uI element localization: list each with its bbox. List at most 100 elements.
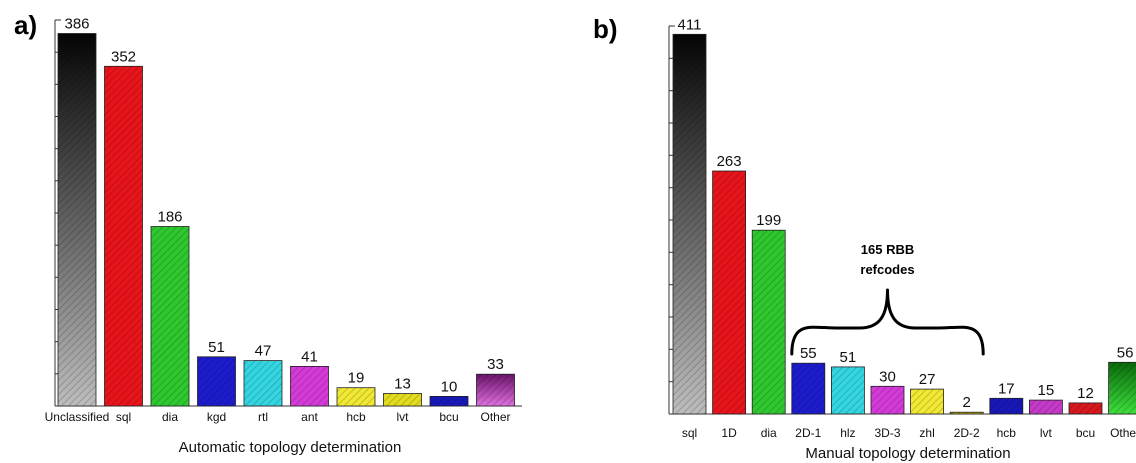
bar-hatch <box>1108 362 1136 414</box>
bar-hatch <box>197 356 236 406</box>
bar-hatch <box>712 171 746 414</box>
curly-brace-icon <box>790 288 985 356</box>
bar-hatch <box>791 363 825 414</box>
category-label: hcb <box>997 426 1017 440</box>
bar-hatch <box>58 33 96 406</box>
bar-group-sql: 352 sql <box>104 48 143 424</box>
category-label: sql <box>116 410 131 424</box>
category-label: dia <box>761 426 777 440</box>
category-label: hcb <box>346 410 366 424</box>
value-label: 15 <box>1038 382 1055 399</box>
bar-group-rtl: 47 rtl <box>243 343 283 424</box>
category-label: sql <box>682 426 697 440</box>
value-label: 352 <box>111 48 136 65</box>
category-label: 3D-3 <box>874 426 900 440</box>
category-label: dia <box>162 410 178 424</box>
bar-group-ant: 41 ant <box>290 348 329 424</box>
chart-panel-a: a) 386 Unclassified 352 sql 186 dia 51 kgd 47 rtl… <box>14 10 522 456</box>
bar-hatch <box>1029 400 1063 414</box>
x-axis-title-a: Automatic topology determination <box>179 439 402 456</box>
value-label: 186 <box>157 209 182 226</box>
bar-group-kgd: 51 kgd <box>197 339 236 424</box>
bar-hatch <box>104 66 143 407</box>
category-label: ant <box>301 410 318 424</box>
bar-group-bcu: 10 bcu <box>429 378 469 424</box>
annotation-line-2: refcodes <box>860 262 914 277</box>
bar-group-hcb: 17 hcb <box>989 380 1024 440</box>
category-label: 1D <box>721 426 737 440</box>
annotation-brace: 165 RBB refcodes <box>790 242 985 356</box>
bar-group-2d-1: 55 2D-1 <box>791 345 826 440</box>
bar-group-3d-3: 30 3D-3 <box>870 368 905 440</box>
bar-hatch <box>831 366 865 414</box>
bar-hatch <box>989 398 1023 414</box>
bar-hatch <box>752 230 786 414</box>
panel-label-a: a) <box>14 10 37 40</box>
bar-hatch <box>290 366 329 406</box>
bar-group-2d-2: 2 2D-2 <box>949 394 984 440</box>
bar-hatch <box>151 226 189 406</box>
category-label: Unclassified <box>45 410 110 424</box>
bar-hatch <box>476 374 515 406</box>
bar-group-sql: 411 sql <box>672 16 707 440</box>
value-label: 2 <box>963 394 971 411</box>
annotation-line-1: 165 RBB <box>861 242 914 257</box>
value-label: 30 <box>879 368 896 385</box>
bar-hatch <box>950 412 984 414</box>
bar-group-unclassified: 386 Unclassified <box>45 16 110 425</box>
bar-group-bcu: 12 bcu <box>1068 385 1103 440</box>
value-label: 56 <box>1117 344 1134 361</box>
value-label: 17 <box>998 380 1015 397</box>
bar-hatch <box>1069 402 1102 414</box>
category-label: lvt <box>1040 426 1053 440</box>
bar-group-1d: 263 1D <box>712 153 746 440</box>
value-label: 19 <box>348 370 365 387</box>
bar-group-hcb: 19 hcb <box>336 370 376 424</box>
value-label: 41 <box>301 348 318 365</box>
bar-hatch <box>910 389 944 414</box>
value-label: 12 <box>1077 385 1094 402</box>
value-label: 10 <box>441 378 458 395</box>
category-label: 2D-1 <box>795 426 821 440</box>
value-label: 199 <box>756 212 781 229</box>
bar-group-other: 33 Other <box>476 356 515 424</box>
bar-group-hlz: 51 hlz <box>831 349 865 440</box>
bar-hatch <box>383 393 422 406</box>
category-label: hlz <box>840 426 855 440</box>
value-label: 51 <box>208 339 225 356</box>
category-label: Other <box>1110 426 1136 440</box>
bar-hatch <box>871 386 904 414</box>
bar-group-zhl: 27 zhl <box>910 371 944 440</box>
value-label: 27 <box>919 371 936 388</box>
bar-hatch <box>673 34 706 415</box>
bar-group-lvt: 13 lvt <box>383 376 422 424</box>
value-label: 51 <box>840 349 857 366</box>
value-label: 47 <box>255 343 272 360</box>
category-label: rtl <box>258 410 268 424</box>
value-label: 263 <box>717 153 742 170</box>
bars-a: 386 Unclassified 352 sql 186 dia 51 kgd 47 rtl 41 a… <box>45 16 515 425</box>
category-label: 2D-2 <box>954 426 980 440</box>
category-label: bcu <box>439 410 458 424</box>
category-label: lvt <box>397 410 410 424</box>
category-label: kgd <box>207 410 226 424</box>
bar-group-dia: 199 dia <box>751 212 786 440</box>
category-label: bcu <box>1076 426 1095 440</box>
bar-group-other: 56 Other <box>1108 344 1136 440</box>
category-label: Other <box>480 410 510 424</box>
chart-panel-b: b) 411 sql 263 1D 199 dia 55 2D-1 51 hlz 30 3D-3 27 z… <box>593 14 1136 462</box>
x-axis-title-b: Manual topology determination <box>805 445 1010 462</box>
value-label: 13 <box>394 376 411 393</box>
value-label: 386 <box>64 16 89 33</box>
panel-label-b: b) <box>593 14 618 44</box>
category-label: zhl <box>919 426 934 440</box>
bar-group-lvt: 15 lvt <box>1029 382 1063 440</box>
bar-group-dia: 186 dia <box>150 209 190 424</box>
bar-hatch <box>337 387 375 406</box>
value-label: 411 <box>678 16 702 33</box>
bar-hatch <box>244 360 282 406</box>
bars-b: 411sql2631D199dia552D-151hlz303D-327zhl2… <box>672 16 1136 440</box>
value-label: 33 <box>487 356 504 373</box>
bar-hatch <box>430 396 468 407</box>
